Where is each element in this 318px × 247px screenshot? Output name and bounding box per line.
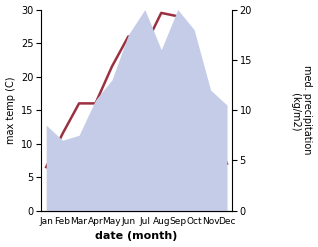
Y-axis label: med. precipitation
 (kg/m2): med. precipitation (kg/m2) bbox=[291, 65, 313, 155]
Y-axis label: max temp (C): max temp (C) bbox=[5, 76, 16, 144]
X-axis label: date (month): date (month) bbox=[95, 231, 178, 242]
